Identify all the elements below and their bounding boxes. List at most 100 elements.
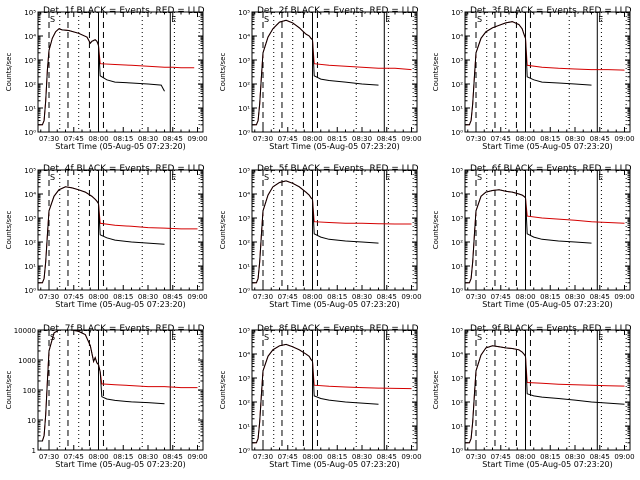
plot-frame [37, 329, 204, 451]
x-tick-label: 07:45 [64, 135, 84, 143]
x-tick-label: 08:00 [88, 453, 108, 461]
y-axis-label: Counts/sec [5, 53, 13, 92]
x-tick-label: 08:30 [565, 293, 585, 301]
panel-title: Det. 7f BLACK = Events, RED = LLD [43, 324, 205, 334]
y-tick-label: 10² [24, 81, 36, 89]
x-tick-label: 08:15 [327, 135, 347, 143]
x-tick-label: 08:00 [302, 135, 322, 143]
y-tick-label: 10⁵ [238, 327, 250, 335]
y-tick-label: 10⁰ [451, 447, 463, 455]
panel-det-4: Det. 4f BLACK = Events, RED = LLD Counts/… [5, 164, 208, 309]
plot-frame [37, 169, 204, 291]
y-tick-label: 10³ [238, 215, 250, 223]
y-tick-label: 10⁵ [24, 9, 36, 17]
y-tick-label: 10⁰ [238, 447, 250, 455]
x-axis-label: Start Time (05-Aug-05 07:23:20) [55, 142, 186, 151]
x-tick-label: 08:30 [138, 135, 158, 143]
panel-title: Det. 4f BLACK = Events, RED = LLD [43, 164, 205, 174]
y-tick-label: 10³ [24, 57, 36, 65]
x-tick-label: 08:45 [590, 453, 610, 461]
y-tick-label: 10³ [451, 215, 463, 223]
x-axis-label: Start Time (05-Aug-05 07:23:20) [482, 460, 613, 469]
y-tick-label: 10³ [238, 57, 250, 65]
x-axis-label: Start Time (05-Aug-05 07:23:20) [482, 142, 613, 151]
x-tick-label: 08:15 [540, 293, 560, 301]
y-tick-label: 10¹ [451, 423, 463, 431]
panel-det-1: Det. 1f BLACK = Events, RED = LLD Counts/… [5, 6, 208, 151]
y-tick-label: 10⁴ [238, 191, 250, 199]
y-tick-label: 10² [451, 239, 463, 247]
start-marker-glyph: S [477, 173, 482, 182]
y-tick-label: 10⁵ [451, 9, 463, 17]
x-axis-label: Start Time (05-Aug-05 07:23:20) [269, 300, 400, 309]
x-tick-label: 08:15 [113, 135, 133, 143]
x-tick-label: 08:15 [113, 453, 133, 461]
x-tick-label: 07:45 [278, 135, 298, 143]
plot-frame [464, 11, 631, 133]
x-tick-label: 08:00 [88, 135, 108, 143]
panel-title: Det. 1f BLACK = Events, RED = LLD [43, 6, 205, 16]
panel-det-7: Det. 7f BLACK = Events, RED = LLD Counts/… [5, 324, 208, 469]
plot-frame [251, 169, 418, 291]
panel-title: Det. 6f BLACK = Events, RED = LLD [470, 164, 632, 174]
y-axis-label: Counts/sec [219, 53, 227, 92]
y-tick-label: 10³ [451, 57, 463, 65]
x-tick-label: 08:30 [352, 453, 372, 461]
panel-det-8: Det. 8f BLACK = Events, RED = LLD Counts/… [219, 324, 422, 469]
end-marker-glyph: E [385, 15, 390, 24]
end-marker-glyph: E [385, 333, 390, 342]
y-tick-label: 10 [27, 417, 36, 425]
panel-title: Det. 3f BLACK = Events, RED = LLD [470, 6, 632, 16]
start-marker-glyph: S [477, 333, 482, 342]
x-tick-label: 08:00 [302, 293, 322, 301]
end-marker-glyph: E [598, 333, 603, 342]
x-tick-label: 08:30 [352, 293, 372, 301]
y-axis-label: Counts/sec [432, 371, 440, 410]
y-tick-label: 1 [32, 447, 36, 455]
start-marker-glyph: S [50, 15, 55, 24]
start-marker-glyph: S [264, 15, 269, 24]
x-axis-label: Start Time (05-Aug-05 07:23:20) [482, 300, 613, 309]
events-series-line [252, 180, 379, 284]
x-tick-label: 07:45 [491, 453, 511, 461]
panel-title: Det. 9f BLACK = Events, RED = LLD [470, 324, 632, 334]
events-series-line [38, 28, 165, 126]
end-marker-glyph: E [171, 173, 176, 182]
events-series-line [465, 189, 592, 284]
end-marker-glyph: E [598, 173, 603, 182]
y-tick-label: 10⁴ [24, 191, 36, 199]
x-tick-label: 09:00 [401, 453, 421, 461]
y-tick-label: 10² [451, 81, 463, 89]
lld-series-line [252, 19, 412, 126]
events-series-line [252, 19, 379, 126]
y-tick-label: 10³ [451, 375, 463, 383]
x-tick-label: 09:00 [187, 135, 207, 143]
y-tick-label: 10⁰ [451, 287, 463, 295]
y-tick-label: 10⁵ [238, 9, 250, 17]
x-tick-label: 08:45 [163, 135, 183, 143]
y-axis-label: Counts/sec [219, 371, 227, 410]
x-tick-label: 08:30 [565, 453, 585, 461]
x-axis-label: Start Time (05-Aug-05 07:23:20) [55, 300, 186, 309]
y-tick-label: 10⁰ [24, 287, 36, 295]
plot-frame [251, 11, 418, 133]
y-axis-label: Counts/sec [432, 53, 440, 92]
start-marker-glyph: S [264, 173, 269, 182]
x-tick-label: 08:45 [163, 293, 183, 301]
x-tick-label: 08:30 [565, 135, 585, 143]
y-tick-label: 10000 [14, 327, 36, 335]
start-marker-glyph: S [477, 15, 482, 24]
x-tick-label: 09:00 [187, 453, 207, 461]
lld-series-line [252, 180, 412, 284]
x-tick-label: 07:30 [466, 293, 486, 301]
x-tick-label: 08:00 [515, 293, 535, 301]
lld-series-line [38, 329, 198, 442]
x-tick-label: 07:30 [39, 293, 59, 301]
y-tick-label: 10² [238, 239, 250, 247]
y-tick-label: 10⁰ [451, 129, 463, 137]
x-tick-label: 08:15 [327, 453, 347, 461]
y-tick-label: 10⁴ [238, 33, 250, 41]
y-tick-label: 10² [24, 239, 36, 247]
x-tick-label: 07:45 [278, 293, 298, 301]
y-tick-label: 10⁵ [238, 167, 250, 175]
